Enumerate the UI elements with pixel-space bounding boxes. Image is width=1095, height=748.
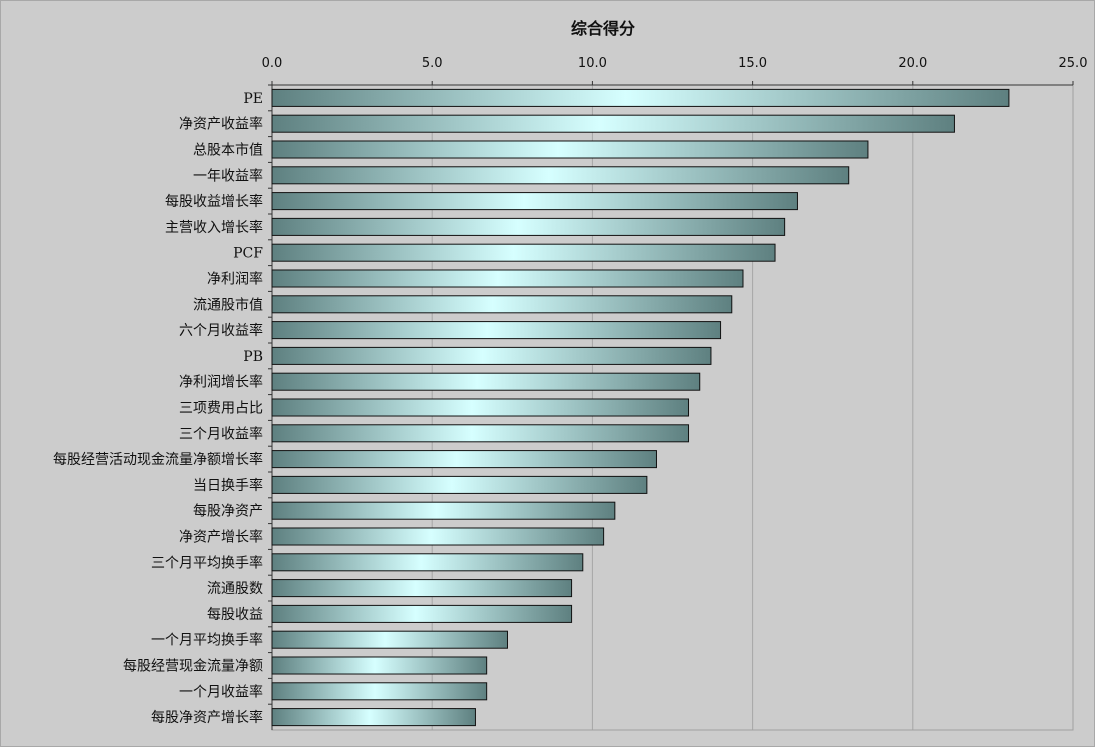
category-label: 净资产收益率 xyxy=(179,116,263,133)
x-tick-label: 15.0 xyxy=(738,56,767,71)
category-label: PB xyxy=(243,349,263,365)
bar xyxy=(271,166,850,185)
bar xyxy=(271,372,701,391)
bar xyxy=(271,321,722,340)
category-label: 净利润率 xyxy=(207,271,263,288)
bar xyxy=(271,682,488,701)
bar xyxy=(271,114,955,133)
bar xyxy=(271,553,584,572)
bar xyxy=(271,424,690,443)
bar xyxy=(271,579,573,598)
category-label: PE xyxy=(243,91,263,107)
bar xyxy=(271,450,657,469)
category-label: 流通股市值 xyxy=(193,296,263,313)
bar xyxy=(271,217,786,236)
x-axis-ticks: 0.0 5.0 10.0 15.0 20.0 25.0 xyxy=(262,56,1088,85)
category-label: 每股净资产增长率 xyxy=(151,709,263,726)
category-label: 一年收益率 xyxy=(193,167,263,184)
category-label: 净资产增长率 xyxy=(179,529,263,546)
chart-title: 综合得分 xyxy=(571,19,635,38)
bar xyxy=(271,475,648,494)
x-tick-label: 25.0 xyxy=(1059,56,1088,71)
bar xyxy=(271,192,798,211)
category-label: 每股收益 xyxy=(207,607,263,623)
bar xyxy=(271,243,776,262)
category-label: 一个月平均换手率 xyxy=(151,632,263,649)
bar xyxy=(271,295,733,314)
bar xyxy=(271,88,1010,107)
bar xyxy=(271,630,508,649)
bar xyxy=(271,501,616,520)
x-tick-label: 5.0 xyxy=(422,56,443,71)
category-label: 三项费用占比 xyxy=(179,401,263,417)
bar xyxy=(271,656,488,675)
bar xyxy=(271,604,573,623)
bar xyxy=(271,708,476,727)
category-label: 每股收益增长率 xyxy=(165,193,263,210)
category-label: 一个月收益率 xyxy=(179,683,263,700)
x-tick-label: 20.0 xyxy=(898,56,927,71)
category-label: 每股经营现金流量净额 xyxy=(123,659,263,675)
bar xyxy=(271,398,690,417)
x-tick-label: 10.0 xyxy=(578,56,607,71)
category-label: 每股净资产 xyxy=(193,504,263,520)
category-label: 净利润增长率 xyxy=(179,374,263,391)
category-label: 三个月平均换手率 xyxy=(151,554,263,571)
category-label: PCF xyxy=(233,246,263,262)
category-label: 六个月收益率 xyxy=(179,322,263,339)
category-label: 每股经营活动现金流量净额增长率 xyxy=(53,451,263,468)
x-tick-label: 0.0 xyxy=(262,56,283,71)
bar xyxy=(271,346,712,365)
bar xyxy=(271,140,869,159)
bar xyxy=(271,527,605,546)
category-label: 流通股数 xyxy=(207,581,263,597)
bar xyxy=(271,269,744,288)
category-label: 当日换手率 xyxy=(193,477,263,494)
category-label: 三个月收益率 xyxy=(179,425,263,442)
category-label: 主营收入增长率 xyxy=(165,219,263,236)
bars xyxy=(271,88,1010,727)
category-label: 总股本市值 xyxy=(193,142,263,159)
